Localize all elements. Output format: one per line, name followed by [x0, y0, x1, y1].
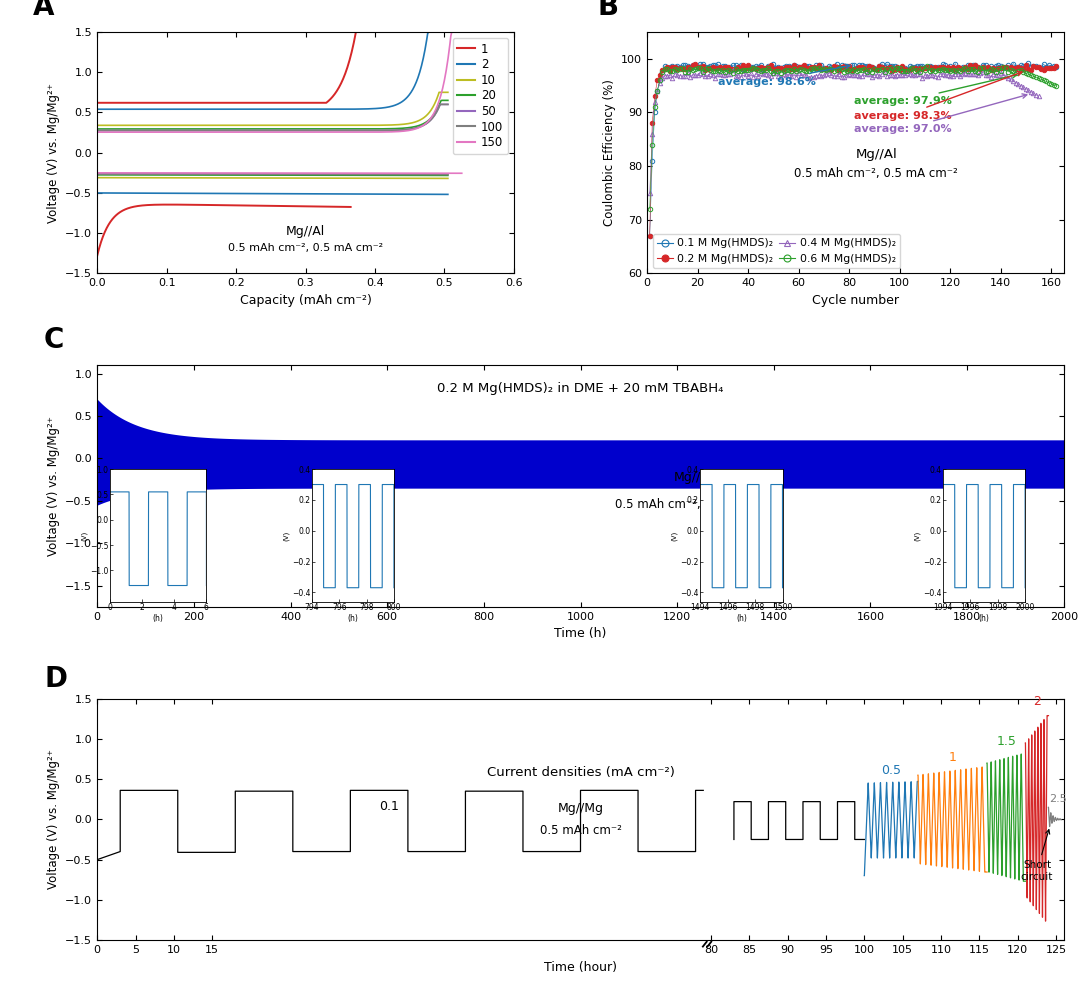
Text: Current densities (mA cm⁻²): Current densities (mA cm⁻²)	[487, 765, 674, 778]
Y-axis label: Voltage (V) vs. Mg/Mg²⁺: Voltage (V) vs. Mg/Mg²⁺	[46, 749, 59, 889]
Text: Short
circuit: Short circuit	[1021, 829, 1053, 881]
Legend: 1, 2, 10, 20, 50, 100, 150: 1, 2, 10, 20, 50, 100, 150	[453, 38, 508, 154]
Text: average: 97.0%: average: 97.0%	[854, 94, 1027, 135]
Text: B: B	[597, 0, 618, 21]
X-axis label: Time (hour): Time (hour)	[544, 960, 617, 973]
Text: Mg//Al: Mg//Al	[286, 225, 325, 238]
Y-axis label: Voltage (V) vs. Mg/Mg²⁺: Voltage (V) vs. Mg/Mg²⁺	[46, 416, 59, 556]
Text: D: D	[44, 665, 67, 693]
Text: Mg//Mg: Mg//Mg	[674, 471, 719, 484]
Text: 0.5: 0.5	[881, 764, 901, 777]
Text: 0.5 mAh cm⁻², 0.5 mA cm⁻²: 0.5 mAh cm⁻², 0.5 mA cm⁻²	[795, 167, 958, 180]
Text: average: 97.9%: average: 97.9%	[854, 74, 1016, 107]
Text: average: 98.3%: average: 98.3%	[854, 72, 1022, 121]
Text: 2: 2	[1032, 695, 1041, 708]
Legend: 0.1 M Mg(HMDS)₂, 0.2 M Mg(HMDS)₂, 0.4 M Mg(HMDS)₂, 0.6 M Mg(HMDS)₂: 0.1 M Mg(HMDS)₂, 0.2 M Mg(HMDS)₂, 0.4 M …	[652, 234, 900, 268]
Text: 0.5 mAh cm⁻², 0.5 mA cm⁻²: 0.5 mAh cm⁻², 0.5 mA cm⁻²	[615, 498, 779, 511]
Text: Mg//Mg: Mg//Mg	[557, 802, 604, 815]
Y-axis label: Voltage (V) vs. Mg/Mg²⁺: Voltage (V) vs. Mg/Mg²⁺	[46, 83, 59, 223]
Text: 0.2 M Mg(HMDS)₂ in DME + 20 mM TBABH₄: 0.2 M Mg(HMDS)₂ in DME + 20 mM TBABH₄	[437, 382, 724, 395]
X-axis label: Cycle number: Cycle number	[812, 293, 899, 307]
Text: average: 98.6%: average: 98.6%	[718, 64, 850, 87]
Text: 0.5 mAh cm⁻², 0.5 mA cm⁻²: 0.5 mAh cm⁻², 0.5 mA cm⁻²	[228, 243, 383, 252]
Text: 0.5 mAh cm⁻²: 0.5 mAh cm⁻²	[540, 823, 621, 837]
X-axis label: Capacity (mAh cm⁻²): Capacity (mAh cm⁻²)	[240, 293, 372, 307]
Text: Mg//Al: Mg//Al	[855, 148, 897, 161]
Text: 0.1: 0.1	[379, 800, 399, 813]
Text: 1.5: 1.5	[997, 736, 1016, 748]
Text: C: C	[44, 326, 65, 354]
Text: A: A	[32, 0, 54, 21]
Text: 2.5: 2.5	[1049, 793, 1067, 803]
X-axis label: Time (h): Time (h)	[554, 627, 607, 640]
Y-axis label: Coulombic Efficiency (%): Coulombic Efficiency (%)	[603, 79, 616, 227]
Text: 1: 1	[948, 751, 957, 764]
